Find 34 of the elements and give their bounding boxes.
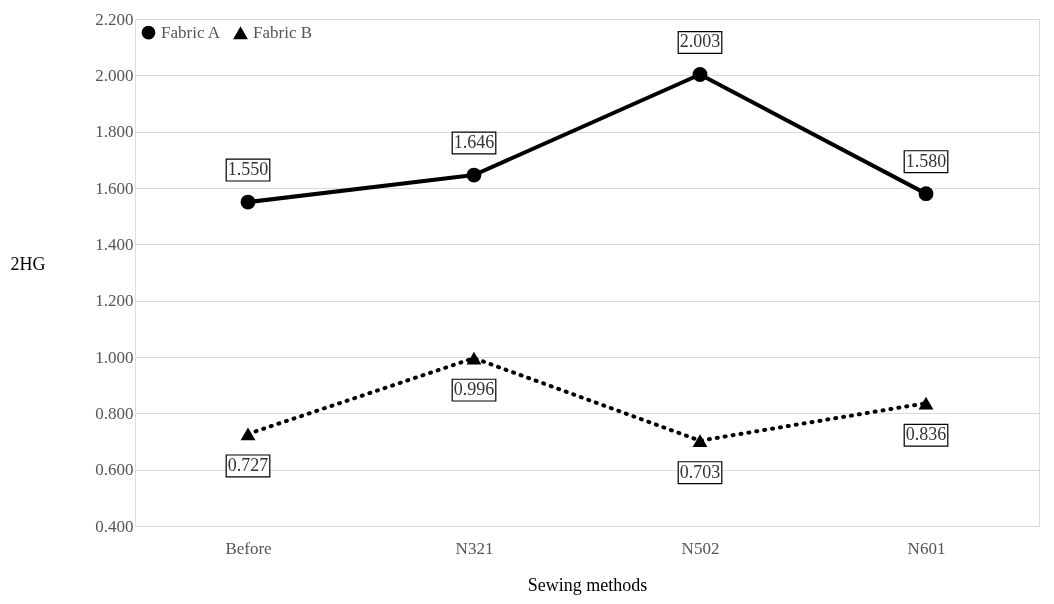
point [466,351,482,365]
point [918,186,934,202]
y-tick-label: 1.200 [95,291,134,311]
data-label: 1.550 [227,159,269,180]
data-label: 0.727 [227,454,269,475]
data-label: 0.703 [679,461,721,482]
legend-label: Fabric A [161,22,221,42]
data-label: 1.580 [905,150,947,171]
y-axis-title: 2HG [10,253,46,274]
x-tick-label: N321 [455,538,494,558]
y-tick-label: 0.600 [95,460,134,480]
data-label: 0.996 [453,379,495,400]
y-tick-label: 2.200 [95,9,134,29]
x-tick-label: N601 [907,538,946,558]
y-tick-label: 1.600 [95,178,134,198]
point [692,434,708,448]
y-tick-label: 0.800 [95,403,134,423]
point [240,194,256,210]
point [240,427,256,441]
data-label: 2.003 [679,31,721,52]
point [692,67,708,82]
point [918,396,934,410]
x-tick-label: N502 [681,538,720,558]
y-tick-label: 1.000 [95,347,134,367]
y-tick-label: 1.400 [95,234,134,254]
y-tick-label: 2.000 [95,65,134,85]
x-tick-label: Before [225,538,272,558]
point [466,167,482,183]
data-label: 0.836 [905,424,947,445]
y-tick-label: 0.400 [95,516,134,536]
legend-label: Fabric B [253,23,313,43]
x-axis-title: Sewing methods [527,574,648,595]
data-label: 1.646 [453,132,495,153]
y-tick-label: 1.800 [95,122,134,142]
